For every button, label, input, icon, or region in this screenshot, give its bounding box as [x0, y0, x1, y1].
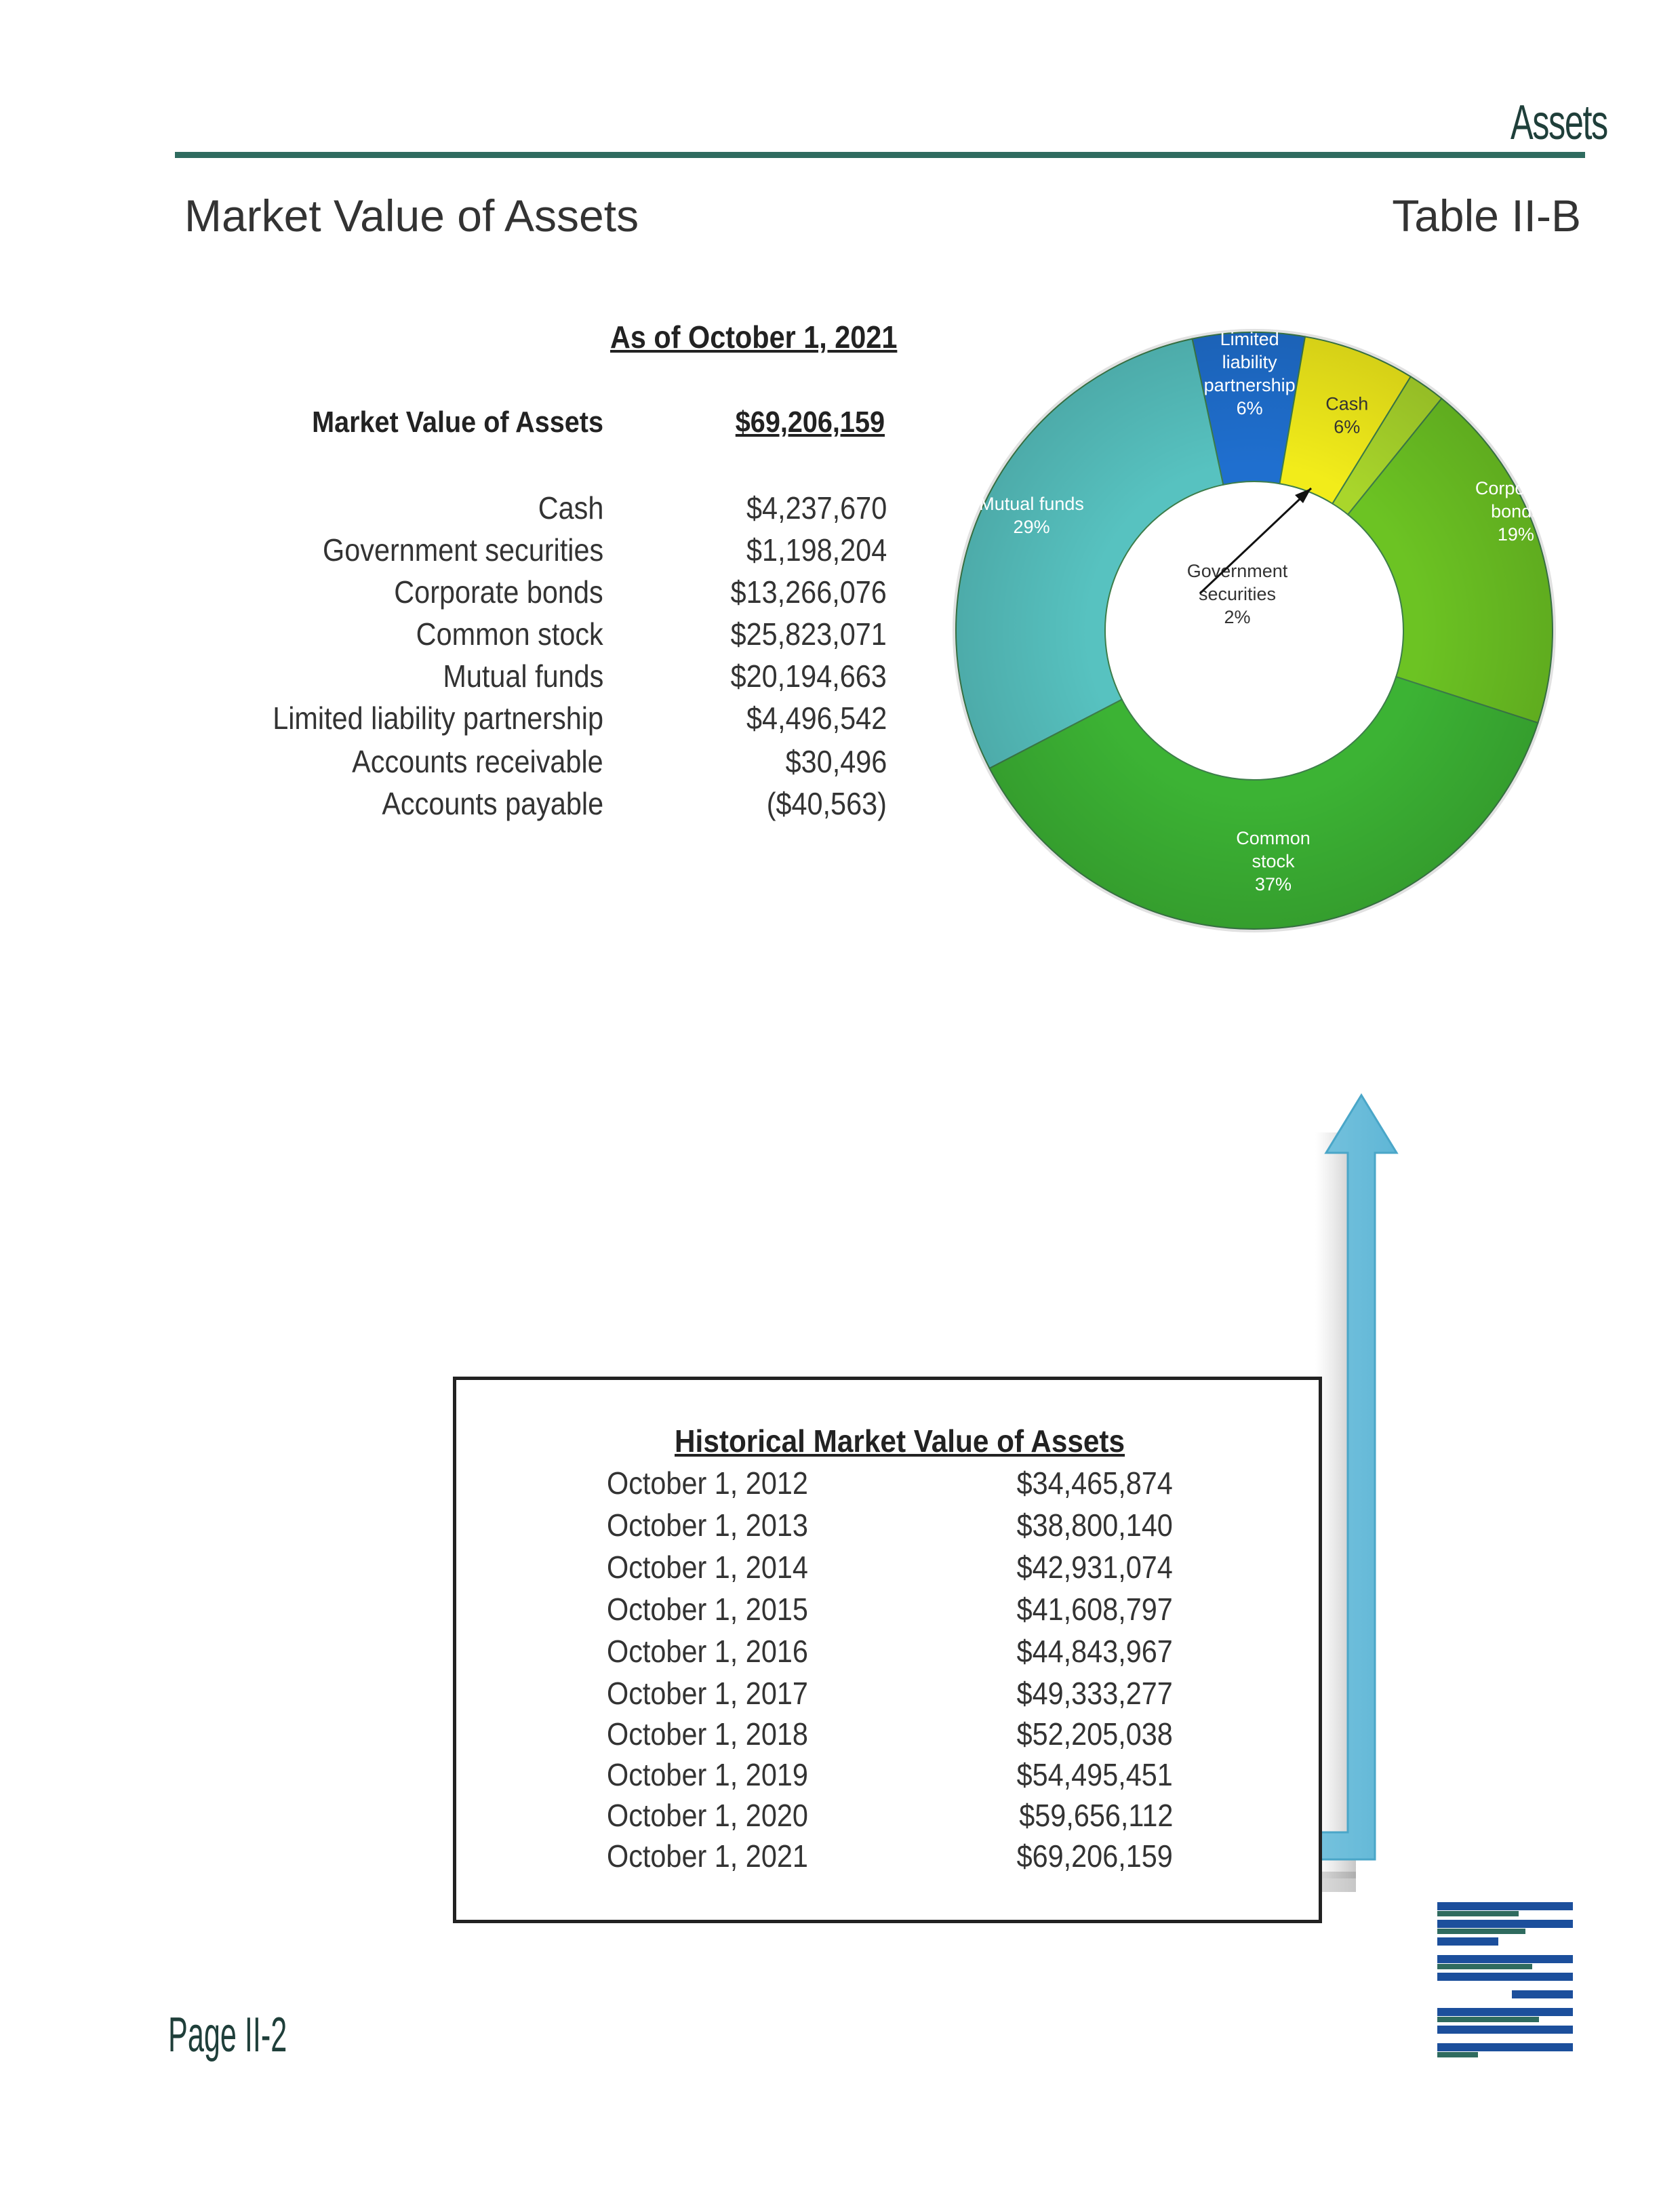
history-date: October 1, 2015: [607, 1592, 808, 1627]
asset-label: Common stock: [416, 616, 603, 652]
history-value: $49,333,277: [1016, 1676, 1173, 1711]
history-date: October 1, 2019: [607, 1757, 808, 1792]
growth-arrow-icon: [1220, 1093, 1399, 1892]
callout-arrowhead: [1295, 488, 1311, 503]
history-date: October 1, 2012: [607, 1465, 808, 1501]
asset-row: Accounts payable ($40,563): [0, 785, 1680, 827]
asset-row: Mutual funds $20,194,663: [0, 658, 1680, 700]
callout-line: [1199, 487, 1313, 595]
history-date: October 1, 2014: [607, 1550, 808, 1585]
total-value: $69,206,159: [735, 406, 885, 439]
history-value: $41,608,797: [1016, 1592, 1173, 1627]
table-row: October 1, 2014 $42,931,074: [0, 1549, 1680, 1591]
history-value: $69,206,159: [1016, 1838, 1173, 1874]
history-value: $42,931,074: [1016, 1550, 1173, 1585]
asset-row: Cash $4,237,670: [0, 490, 1680, 532]
table-id: Table II-B: [1392, 191, 1581, 241]
table-row: October 1, 2012 $34,465,874: [0, 1465, 1680, 1507]
as-of-heading: As of October 1, 2021: [610, 319, 898, 355]
table-row: October 1, 2015 $41,608,797: [0, 1591, 1680, 1633]
asset-value: $4,237,670: [746, 490, 887, 526]
donut-slice-label: Limited liability partnership 6%: [1204, 329, 1296, 418]
asset-row: Limited liability partnership $4,496,542: [0, 700, 1680, 742]
asset-label: Mutual funds: [442, 658, 603, 694]
donut-slice-label: Common stock 37%: [1236, 828, 1311, 894]
history-date: October 1, 2020: [607, 1798, 808, 1833]
asset-allocation-donut-chart: Limited liability partnership 6% Cash 6% Gover…: [953, 329, 1557, 932]
asset-value: $20,194,663: [730, 658, 887, 694]
asset-row: Corporate bonds $13,266,076: [0, 574, 1680, 616]
asset-label: Accounts receivable: [352, 744, 603, 779]
table-row: October 1, 2019 $54,495,451: [0, 1756, 1680, 1798]
donut-slice-mutual-funds: [955, 338, 1224, 770]
asset-label: Accounts payable: [382, 786, 603, 821]
table-row: October 1, 2016 $44,843,967: [0, 1633, 1680, 1675]
donut-slice-label: Cash 6%: [1325, 393, 1368, 437]
company-logo-icon: [1437, 1902, 1573, 2057]
donut-slice-label: Mutual funds 29%: [979, 494, 1084, 537]
asset-row: Government securities $1,198,204: [0, 532, 1680, 574]
history-value: $59,656,112: [1018, 1798, 1173, 1833]
history-date: October 1, 2016: [607, 1634, 808, 1669]
table-row: October 1, 2018 $52,205,038: [0, 1716, 1680, 1758]
section-heading: Assets: [1511, 96, 1608, 150]
donut-slice-label: Government securities 2%: [1187, 561, 1288, 627]
history-value: $38,800,140: [1016, 1507, 1173, 1543]
asset-label: Limited liability partnership: [273, 701, 603, 736]
donut-slice-label: Corporate bonds 19%: [1475, 478, 1557, 545]
history-date: October 1, 2013: [607, 1507, 808, 1543]
asset-value: $4,496,542: [746, 701, 887, 736]
asset-value: $1,198,204: [746, 532, 887, 568]
asset-label: Cash: [538, 490, 603, 526]
history-date: October 1, 2021: [607, 1838, 808, 1874]
history-value: $54,495,451: [1016, 1757, 1173, 1792]
history-value: $34,465,874: [1016, 1465, 1173, 1501]
historical-table-title: Historical Market Value of Assets: [675, 1423, 1125, 1459]
asset-value: ($40,563): [766, 786, 887, 821]
table-row: October 1, 2017 $49,333,277: [0, 1675, 1680, 1717]
page-number: Page II-2: [168, 2008, 287, 2062]
total-label: Market Value of Assets: [312, 406, 603, 439]
asset-label: Government securities: [322, 532, 603, 568]
history-value: $52,205,038: [1016, 1716, 1173, 1752]
historical-table-box: [453, 1377, 1322, 1923]
asset-value: $13,266,076: [730, 574, 887, 610]
page-title: Market Value of Assets: [184, 191, 639, 241]
history-date: October 1, 2018: [607, 1716, 808, 1752]
asset-value: $25,823,071: [730, 616, 887, 652]
table-row: October 1, 2020 $59,656,112: [0, 1797, 1680, 1839]
asset-row: Accounts receivable $30,496: [0, 743, 1680, 785]
history-value: $44,843,967: [1016, 1634, 1173, 1669]
asset-row: Common stock $25,823,071: [0, 616, 1680, 658]
asset-value: $30,496: [785, 744, 887, 779]
table-row: October 1, 2013 $38,800,140: [0, 1507, 1680, 1549]
history-date: October 1, 2017: [607, 1676, 808, 1711]
table-row: October 1, 2021 $69,206,159: [0, 1838, 1680, 1880]
header-rule: [175, 152, 1585, 158]
asset-label: Corporate bonds: [394, 574, 603, 610]
